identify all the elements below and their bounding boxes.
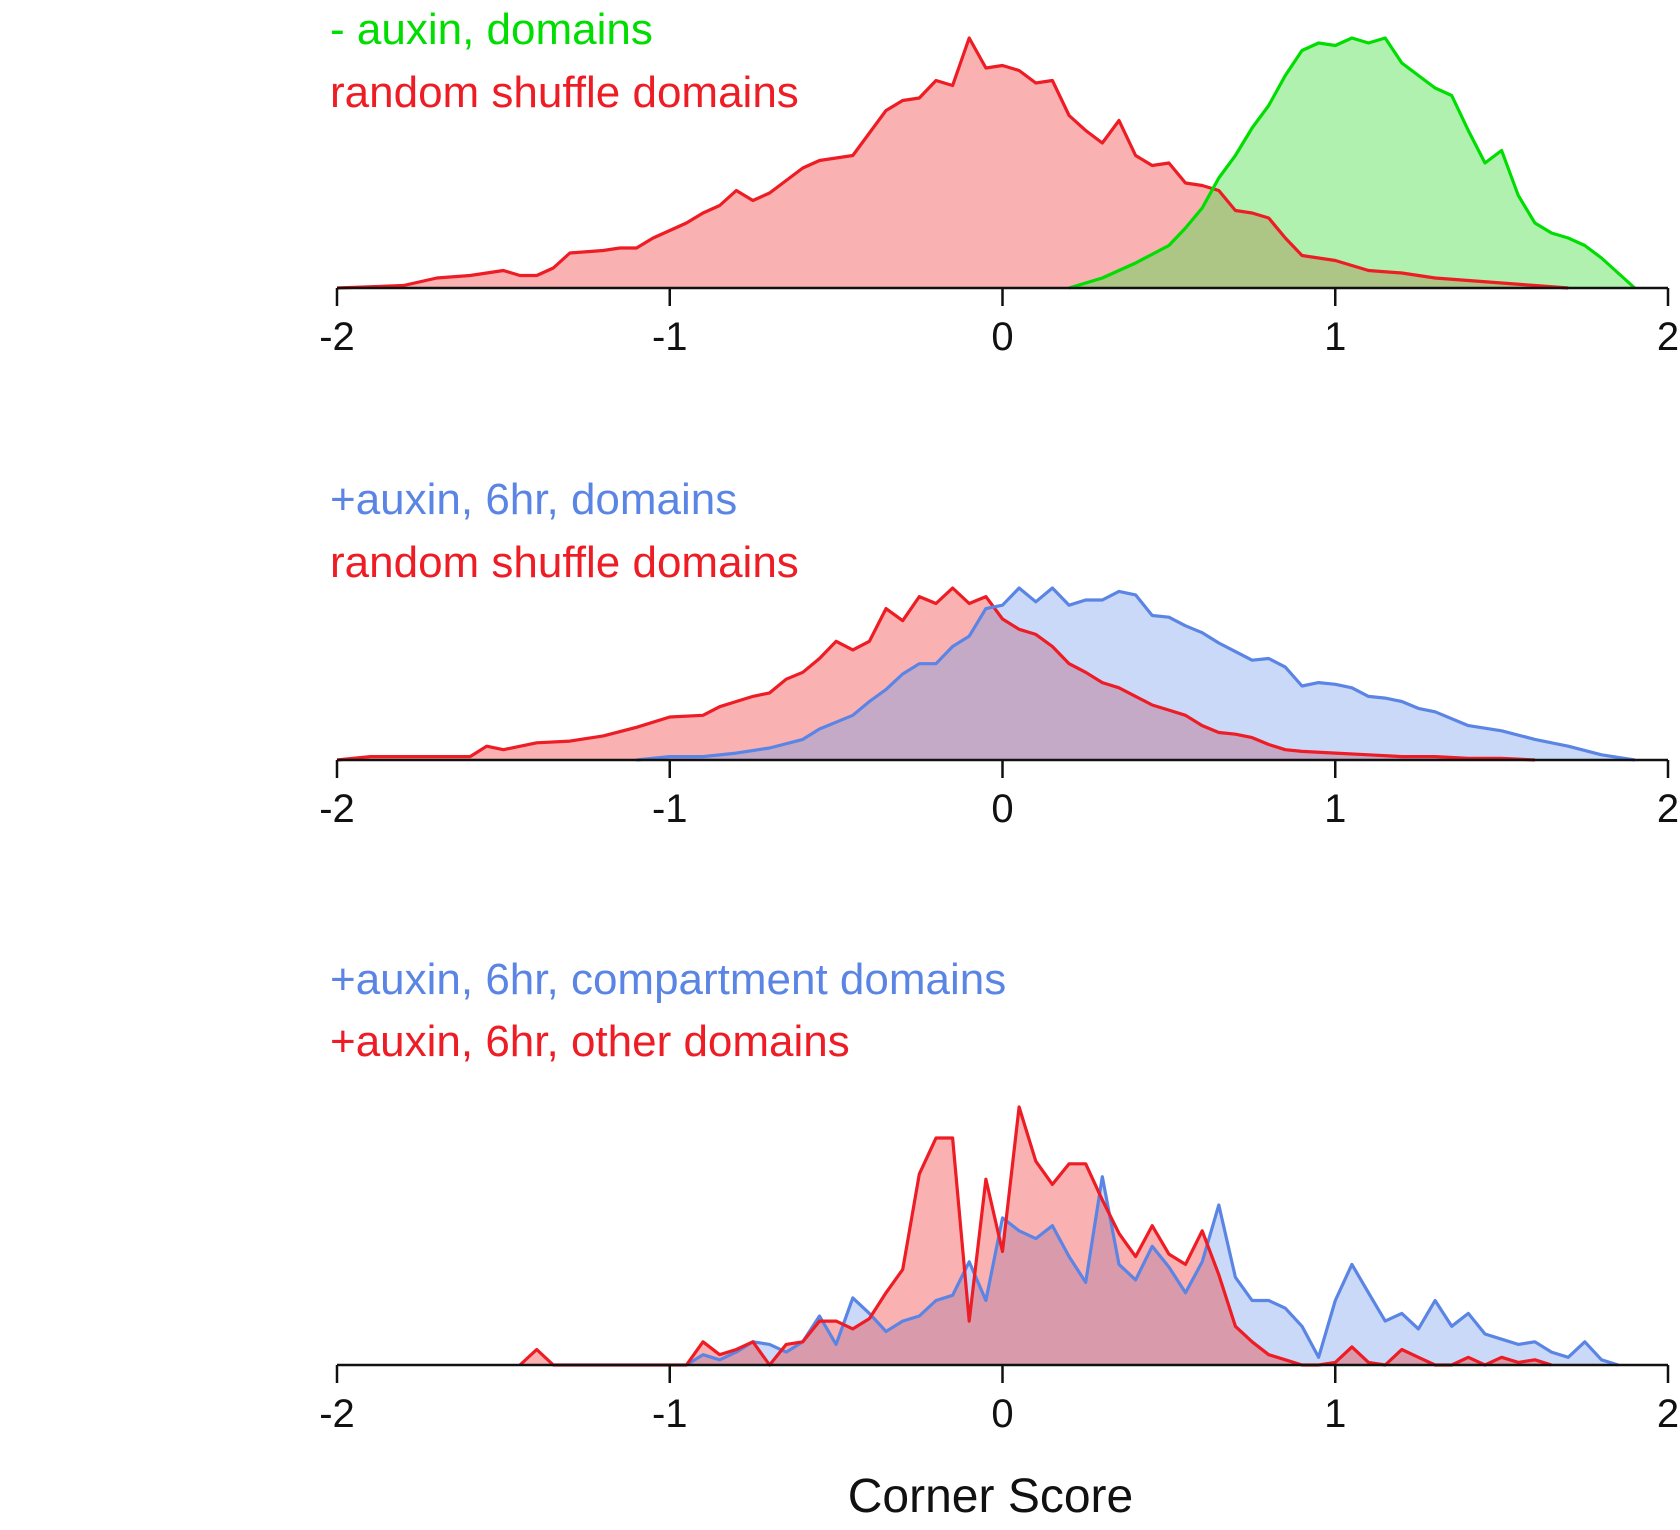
x-tick-label: -1	[652, 1392, 688, 1436]
series-line-0	[336, 586, 1535, 762]
legend-entry: +auxin, 6hr, compartment domains	[330, 955, 1006, 1004]
panel-bottom: -2 -1 0 1 2 +auxin, 6hr, compartment domains +…	[319, 955, 1679, 1436]
x-tick-label: -2	[319, 1392, 355, 1436]
x-tick-label: 0	[991, 787, 1013, 831]
series-line-0	[685, 1175, 1619, 1367]
series-line-1	[518, 1105, 1552, 1367]
series-area-0	[686, 1176, 1619, 1365]
x-tick-label: 1	[1324, 1392, 1346, 1436]
x-tick-label: -2	[319, 787, 355, 831]
x-tick-label: -2	[319, 315, 355, 359]
x-tick-label: 0	[991, 1392, 1013, 1436]
legend-entry: random shuffle domains	[330, 68, 799, 117]
legend-entry: random shuffle domains	[330, 538, 799, 587]
x-tick-label: 2	[1657, 315, 1679, 359]
panel-middle: -2 -1 0 1 2 +auxin, 6hr, domains random shuffl…	[319, 475, 1679, 831]
panel-top: -2 -1 0 1 2 - auxin, domains random shuffle do…	[319, 5, 1679, 359]
series-line-0	[336, 36, 1569, 290]
series-line-1	[636, 586, 1635, 762]
x-axis-title: Corner Score	[848, 1470, 1133, 1523]
series-area-1	[520, 1107, 1552, 1365]
x-tick-label: 2	[1657, 787, 1679, 831]
x-tick-label: -1	[652, 315, 688, 359]
series-line-1	[1068, 36, 1636, 290]
x-tick-label: 2	[1657, 1392, 1679, 1436]
series-area-1	[636, 588, 1635, 760]
legend-entry: +auxin, 6hr, domains	[330, 475, 737, 524]
x-tick-label: 1	[1324, 315, 1346, 359]
x-tick-label: 1	[1324, 787, 1346, 831]
series-area-0	[337, 38, 1569, 288]
legend-entry: +auxin, 6hr, other domains	[330, 1017, 850, 1066]
legend-entry: - auxin, domains	[330, 5, 653, 54]
x-tick-label: -1	[652, 787, 688, 831]
x-tick-label: 0	[991, 315, 1013, 359]
series-area-1	[1069, 38, 1635, 288]
series-area-0	[337, 588, 1535, 760]
